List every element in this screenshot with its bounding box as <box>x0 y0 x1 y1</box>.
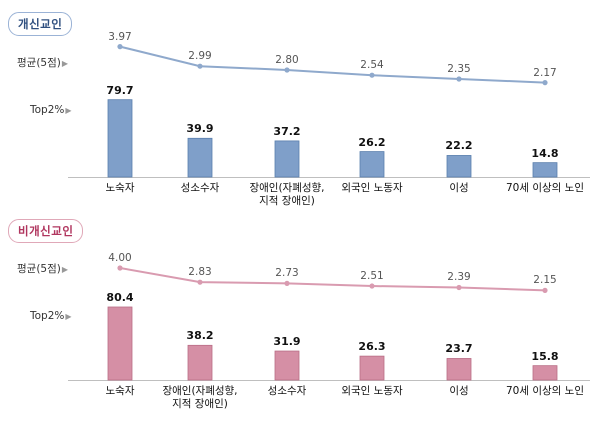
avg-value-label: 2.39 <box>447 271 471 284</box>
chart-panel-protestant: 개신교인 평균(5점)▶ Top2%▶ 3.97 2.99 2.80 2.54 2.35… <box>0 0 600 210</box>
bar <box>359 151 385 178</box>
avg-value-label: 2.15 <box>533 274 557 287</box>
avg-value-label: 2.99 <box>188 50 212 63</box>
avg-value-label: 2.35 <box>447 63 471 75</box>
bar <box>532 365 558 381</box>
bar-value-label: 14.8 <box>531 146 559 160</box>
bar-value-label: 80.4 <box>106 291 134 304</box>
triangle-icon: ▶ <box>65 106 72 115</box>
avg-value-label: 2.54 <box>360 59 384 72</box>
bar-value-label: 38.2 <box>186 329 214 343</box>
avg-value-label: 4.00 <box>108 252 132 264</box>
avg-point <box>369 72 375 78</box>
category-label: 이성 <box>449 385 469 397</box>
category-label: 성소수자 <box>180 182 220 194</box>
avg-point <box>197 63 203 69</box>
avg-row-label-text: 평균(5점) <box>17 263 61 275</box>
triangle-icon: ▶ <box>61 59 69 68</box>
avg-row-label: 평균(5점)▶ <box>17 261 68 276</box>
chart-panel-non-protestant: 비개신교인 평균(5점)▶ Top2%▶ 4.00 2.83 2.73 2.51 2.3… <box>0 211 600 421</box>
avg-point <box>284 67 290 73</box>
category-label: 장애인(자폐성향, 지적 장애인) <box>249 182 325 207</box>
top2-row-label: Top2%▶ <box>30 310 72 322</box>
bar <box>187 344 213 381</box>
top2-row-label: Top2%▶ <box>30 104 72 116</box>
top2-row-label-text: Top2% <box>30 310 65 322</box>
avg-row-label: 평균(5점)▶ <box>17 55 68 70</box>
category-label: 노숙자 <box>105 385 135 397</box>
top2-row-label-text: Top2% <box>30 104 65 116</box>
chart-svg <box>68 265 590 381</box>
triangle-icon: ▶ <box>61 265 69 274</box>
avg-point <box>117 44 123 50</box>
bar <box>446 358 472 381</box>
avg-line <box>119 267 546 292</box>
bar <box>107 306 133 381</box>
avg-point <box>542 80 548 86</box>
bar-value-label: 22.2 <box>445 139 473 153</box>
bar <box>446 155 472 178</box>
bar-value-label: 26.3 <box>358 340 386 354</box>
panel-title: 개신교인 <box>8 12 73 36</box>
triangle-icon: ▶ <box>65 312 72 321</box>
avg-point <box>284 280 290 286</box>
bar-value-label: 23.7 <box>445 342 473 356</box>
bar-value-label: 79.7 <box>106 83 134 97</box>
category-label: 외국인 노동자 <box>341 385 403 397</box>
avg-value-label: 2.83 <box>188 266 212 279</box>
chart-svg <box>68 44 590 178</box>
avg-value-label: 2.51 <box>360 270 384 283</box>
category-label: 장애인(자폐성향, 지적 장애인) <box>162 385 238 410</box>
avg-point <box>197 279 203 285</box>
avg-point <box>456 76 462 82</box>
avg-row-label-text: 평균(5점) <box>17 57 61 69</box>
bar <box>359 355 385 381</box>
avg-point <box>117 265 123 271</box>
bar-value-label: 26.2 <box>358 135 386 149</box>
avg-point <box>369 283 375 289</box>
avg-line <box>119 45 546 84</box>
bar-value-label: 15.8 <box>531 349 559 363</box>
category-label: 노숙자 <box>105 182 135 194</box>
bar-value-label: 31.9 <box>273 335 301 349</box>
category-label: 외국인 노동자 <box>341 182 403 194</box>
bar-value-label: 37.2 <box>273 124 301 138</box>
avg-value-label: 2.73 <box>275 267 299 280</box>
avg-point <box>542 287 548 293</box>
category-label: 70세 이상의 노인 <box>506 182 584 194</box>
avg-value-label: 3.97 <box>108 30 132 43</box>
bar <box>187 137 213 178</box>
bar <box>274 140 300 178</box>
avg-value-label: 2.80 <box>275 54 299 66</box>
category-label: 이성 <box>449 182 469 194</box>
avg-point <box>456 284 462 291</box>
bar <box>274 350 300 381</box>
category-label: 70세 이상의 노인 <box>506 385 584 397</box>
bar <box>107 99 133 178</box>
panel-title: 비개신교인 <box>8 219 84 243</box>
bar <box>532 162 558 178</box>
category-label: 성소수자 <box>267 385 307 397</box>
avg-value-label: 2.17 <box>533 66 557 79</box>
bar-value-label: 39.9 <box>186 122 214 136</box>
